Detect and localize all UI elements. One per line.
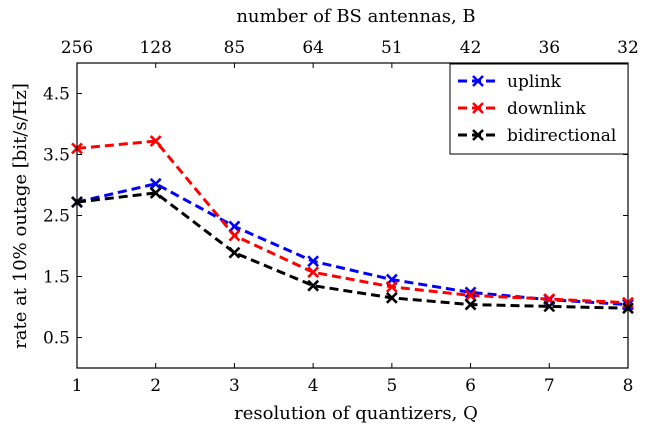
data-point-bidirectional [149,187,162,199]
legend-label-bidirectional: bidirectional [507,126,616,146]
data-point-bidirectional [307,279,320,292]
axis-ticks: 1 2 3 4 5 6 7 8 256 128 85 64 51 42 36 32 0.5 1.5 2.5 3.5 4.… [43,38,639,396]
data-point-downlink [385,280,398,293]
data-point-bidirectional [228,246,241,259]
top-x-tick-label: 32 [617,38,639,58]
x-tick-label: 2 [150,376,161,396]
data-point-downlink [307,266,320,279]
top-x-tick-label: 36 [538,38,560,58]
data-point-downlink [149,135,162,147]
legend-marker-bidirectional [472,129,484,141]
data-point-downlink [228,229,241,242]
y-tick-label: 0.5 [43,329,70,349]
top-x-tick-label: 128 [139,38,171,58]
top-x-tick-label: 42 [460,38,482,58]
x-axis-label: resolution of quantizers, Q [234,403,478,424]
legend-label-downlink: downlink [507,99,586,119]
data-point-downlink [464,289,477,302]
y-tick-label: 4.5 [43,85,70,105]
x-tick-label: 5 [386,376,397,396]
x-tick-label: 3 [229,376,240,396]
data-point-bidirectional [464,298,477,311]
legend: uplink downlink bidirectional [449,63,629,155]
top-x-tick-label: 85 [224,38,246,58]
data-point-uplink [307,255,320,268]
x-tick-label: 7 [544,376,555,396]
series-line-bidirectional [76,191,629,310]
legend-marker-uplink [472,75,484,87]
data-point-uplink [464,286,477,299]
data-point-uplink [228,220,241,233]
y-tick-label: 1.5 [43,268,70,288]
data-point-bidirectional [385,291,398,304]
top-x-axis-label: number of BS antennas, B [236,6,475,27]
x-tick-label: 6 [465,376,476,396]
top-x-tick-label: 51 [381,38,403,58]
legend-label-uplink: uplink [507,72,562,92]
top-x-tick-label: 256 [61,38,93,58]
plot-area [71,135,634,315]
data-point-bidirectional [543,300,556,313]
top-x-tick-label: 64 [302,38,324,58]
series-line-downlink [76,139,629,305]
series-line-uplink [76,182,629,307]
x-tick-label: 4 [308,376,319,396]
y-tick-label: 2.5 [43,207,70,227]
y-tick-label: 3.5 [43,146,70,166]
x-tick-label: 8 [623,376,634,396]
x-tick-label: 1 [72,376,83,396]
y-axis-label: rate at 10% outage [bit/s/Hz] [10,83,31,349]
legend-marker-downlink [472,102,484,114]
data-point-uplink [149,177,162,190]
